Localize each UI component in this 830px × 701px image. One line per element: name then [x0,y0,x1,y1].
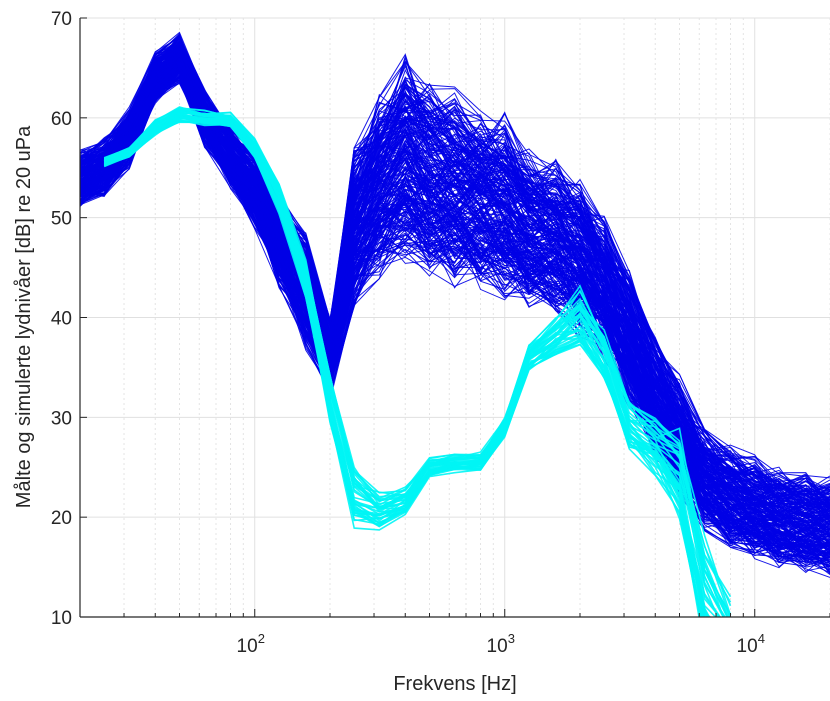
measured-line [80,75,830,575]
y-tick-label: 20 [51,508,72,529]
measured-line [80,46,830,527]
x-tick-exponent: 4 [758,631,765,646]
x-tick-exponent: 2 [258,631,265,646]
y-tick-label: 70 [51,9,72,30]
measured-line [80,42,830,507]
measured-line [80,69,830,551]
measured-line [80,75,830,560]
measured-line [80,45,830,492]
plot-area [80,31,830,617]
axis-labels: Frekvens [Hz] Målte og simulerte lydnivå… [13,125,517,695]
simulated-line [103,108,732,598]
x-tick-base: 10 [487,636,508,657]
x-tick-base: 10 [737,636,758,657]
y-tick-label: 50 [51,209,72,230]
x-tick-label: 104 [737,631,765,657]
simulated-line [103,121,707,617]
x-tick-label: 102 [237,631,265,657]
simulated-series-group [103,106,732,617]
measured-line [80,47,830,509]
y-tick-label: 60 [51,109,72,130]
x-tick-base: 10 [237,636,258,657]
simulated-line [103,110,725,617]
x-tick-label: 103 [487,631,515,657]
y-tick-label: 40 [51,309,72,330]
x-tick-exponent: 3 [508,631,515,646]
measured-line [80,50,830,511]
measured-line [80,36,830,491]
y-tick-label: 10 [51,608,72,629]
y-axis-label: Målte og simulerte lydnivåer [dB] re 20 … [13,125,35,508]
x-axis-label: Frekvens [Hz] [393,673,516,695]
measured-line [80,59,830,567]
y-tick-label: 30 [51,408,72,429]
